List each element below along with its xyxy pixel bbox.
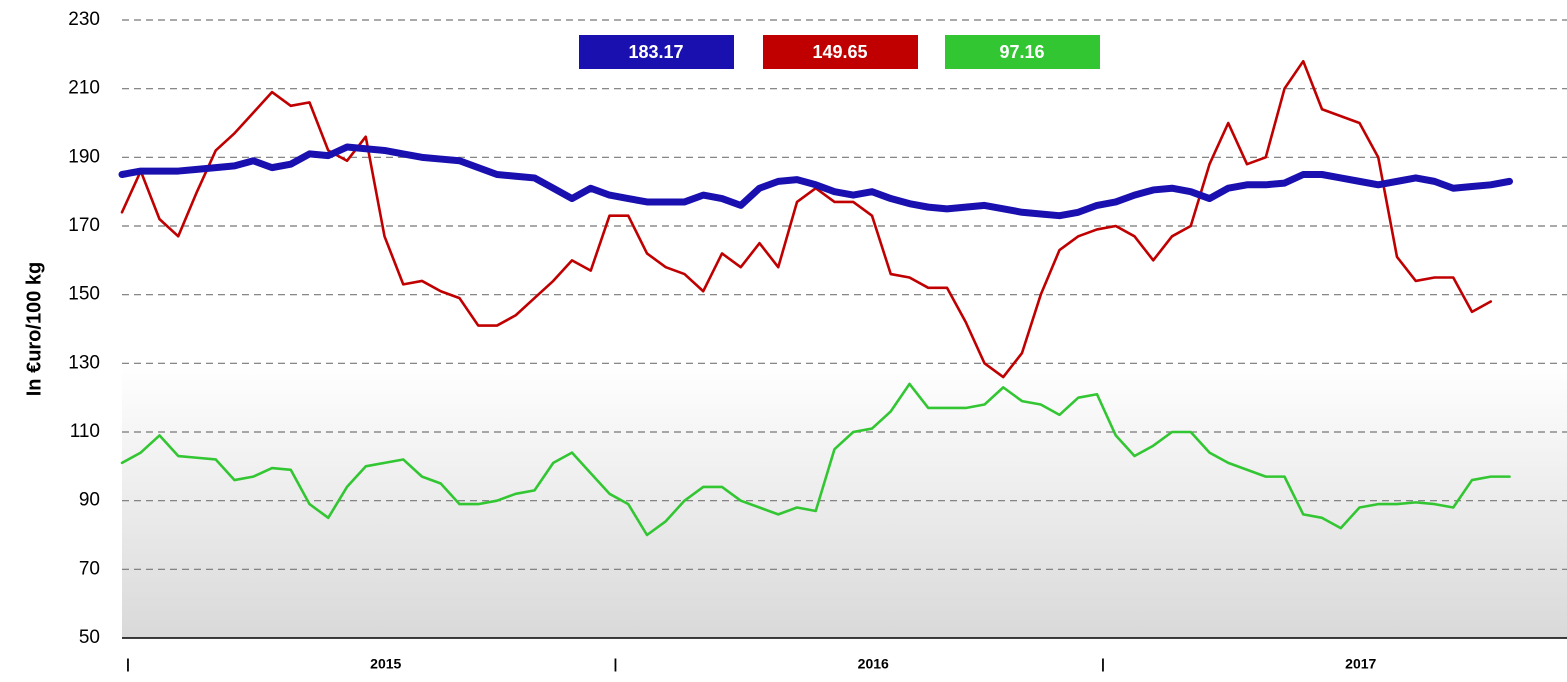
y-tick-label: 210: [68, 78, 100, 99]
legend-label: 97.16: [999, 42, 1044, 62]
y-tick-label: 150: [68, 284, 100, 305]
legend-label: 183.17: [628, 42, 683, 62]
legend-label: 149.65: [812, 42, 867, 62]
x-tick-label: 2016: [858, 656, 889, 672]
x-tick-label: 2015: [370, 656, 401, 672]
series-line: [120, 382, 1511, 537]
y-tick-label: 70: [79, 558, 100, 579]
y-tick-label: 130: [68, 352, 100, 373]
legend-swatch: [579, 35, 734, 69]
x-tick-label: |: [614, 656, 618, 672]
x-tick-label: |: [126, 656, 130, 672]
y-tick-label: 230: [68, 9, 100, 30]
y-tick-label: 170: [68, 215, 100, 236]
series-line: [118, 143, 1513, 220]
y-tick-label: 90: [79, 490, 100, 511]
y-tick-label: 50: [79, 627, 100, 648]
y-tick-label: 190: [68, 146, 100, 167]
x-tick-label: |: [1101, 656, 1105, 672]
x-tick-label: 2017: [1345, 656, 1376, 672]
series-line: [120, 59, 1493, 379]
y-tick-label: 110: [70, 421, 100, 442]
y-axis-label: In €uro/100 kg: [23, 262, 45, 397]
legend-swatch: [763, 35, 918, 69]
legend-swatch: [945, 35, 1100, 69]
